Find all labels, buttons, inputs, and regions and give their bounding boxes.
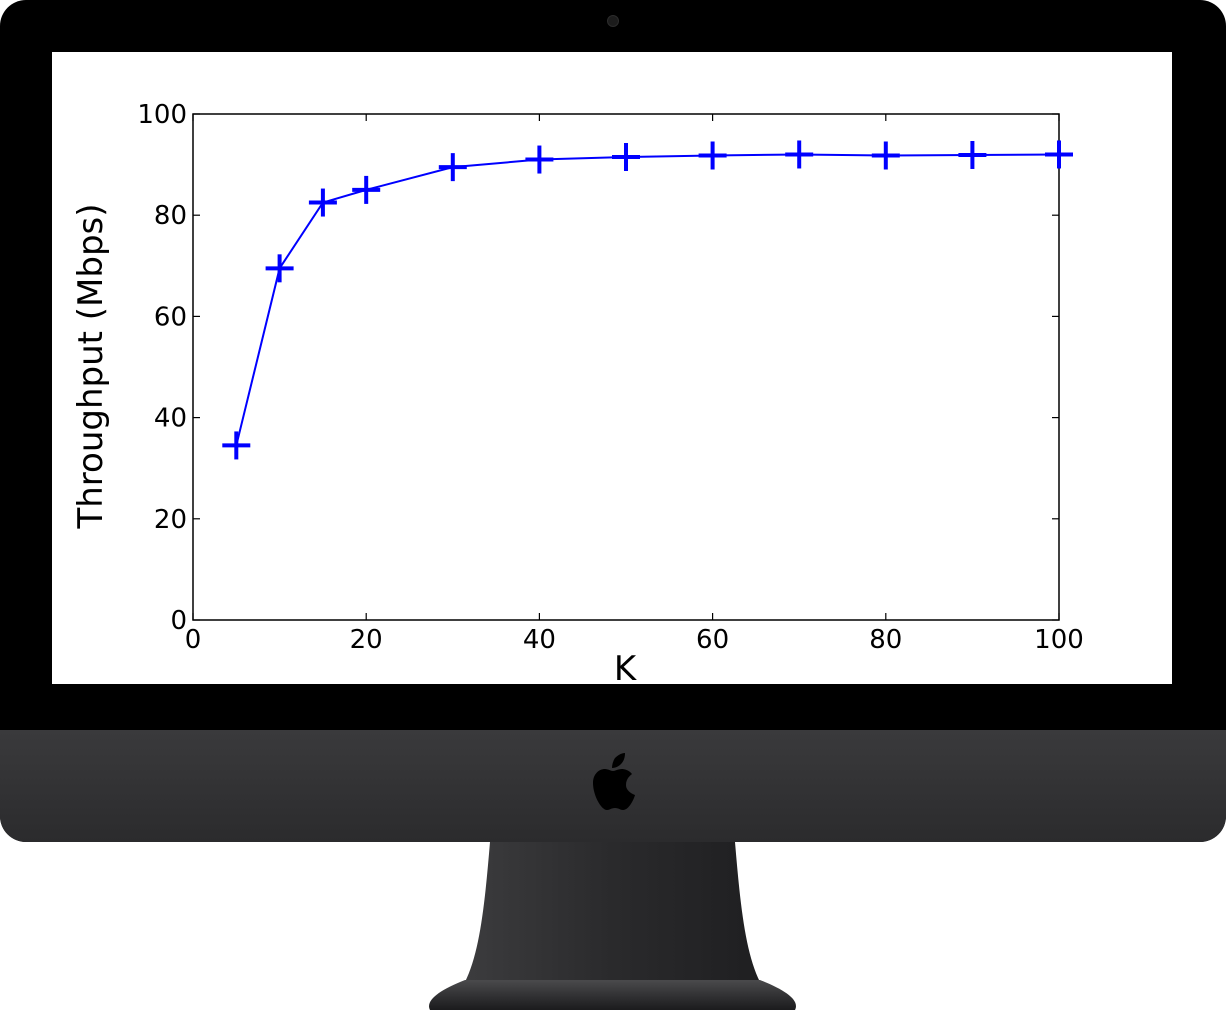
data-point [525, 145, 554, 174]
apple-logo-icon [593, 753, 635, 810]
x-tick-label: 40 [523, 625, 556, 655]
x-tick-label: 60 [696, 625, 729, 655]
y-tick-label: 0 [170, 606, 187, 636]
monitor-frame: 0 20 40 60 80 100 0 20 40 60 80 100 K Throughput (M… [0, 0, 1226, 842]
data-point [958, 140, 987, 169]
data-point [698, 141, 727, 170]
x-tick-label: 80 [869, 625, 902, 655]
data-point [265, 254, 294, 283]
y-tick-label: 80 [154, 201, 187, 231]
y-tick-label: 40 [154, 404, 187, 434]
camera-icon [607, 15, 619, 27]
y-tick-label: 60 [154, 302, 187, 332]
x-axis-label: K [614, 649, 638, 684]
monitor-stand [429, 842, 796, 1010]
y-axis-label: Throughput (Mbps) [71, 203, 111, 529]
data-point [308, 188, 337, 217]
x-tick-label: 20 [350, 625, 383, 655]
data-point [1045, 140, 1073, 169]
series-line [235, 153, 1060, 446]
monitor-chin [0, 730, 1226, 842]
monitor-screen: 0 20 40 60 80 100 0 20 40 60 80 100 K Throughput (M… [52, 52, 1172, 684]
data-point [438, 153, 467, 182]
x-tick-label: 100 [1034, 625, 1084, 655]
plot-frame [192, 113, 1060, 621]
data-point [222, 431, 251, 460]
data-point [871, 141, 900, 170]
line-chart: 0 20 40 60 80 100 0 20 40 60 80 100 K Throughput (M… [71, 100, 1084, 684]
data-point [785, 140, 814, 169]
y-tick-label: 20 [154, 505, 187, 535]
x-tick-label: 0 [185, 625, 202, 655]
y-tick-label: 100 [137, 100, 187, 130]
data-point [352, 175, 381, 204]
data-point [612, 143, 640, 172]
